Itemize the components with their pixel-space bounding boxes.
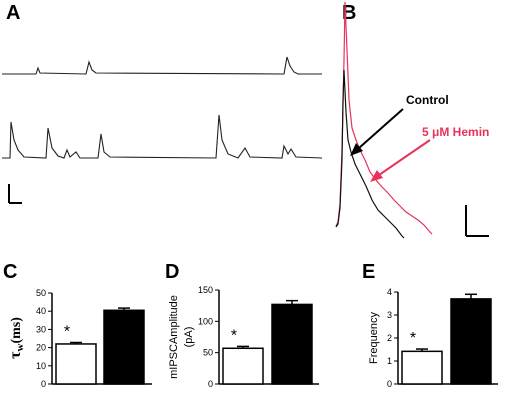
bar-d-1 — [222, 347, 264, 385]
y-tick-label-c: 50 — [36, 288, 46, 298]
ylabel-c: τw(ms) — [7, 317, 26, 359]
panel-label-a: A — [6, 2, 20, 24]
y-tick-label-e: 3 — [387, 310, 392, 320]
bar-e-2 — [450, 298, 492, 385]
y-tick-label-e: 2 — [387, 333, 392, 343]
significance-star-d: * — [231, 327, 237, 344]
arrow-control — [358, 108, 404, 149]
significance-star-c: * — [64, 324, 70, 341]
scale-bar-b — [465, 205, 489, 237]
trace-b-control — [335, 69, 405, 239]
bar-e-1 — [401, 350, 443, 385]
scale-bar-a — [8, 184, 22, 204]
bar-chart-e: 0 1 2 3 4 * — [387, 287, 498, 389]
y-tick-label-d: 100 — [198, 316, 213, 326]
trace-b-hemin — [335, 1, 433, 235]
bar-c-1 — [55, 343, 97, 385]
bar-c-2 — [103, 309, 145, 385]
y-tick-label-e: 0 — [387, 379, 392, 389]
arrow-control-head — [350, 143, 363, 156]
ylabel-e: Frequency — [368, 312, 380, 364]
y-tick-label-c: 20 — [36, 343, 46, 353]
panel-label-d: D — [165, 261, 179, 283]
y-tick-label-e: 4 — [387, 287, 392, 297]
y-tick-label-c: 10 — [36, 361, 46, 371]
panel-label-c: C — [3, 261, 17, 283]
significance-star-e: * — [410, 330, 416, 347]
label-hemin: 5 μM Hemin — [422, 125, 489, 139]
panel-label-e: E — [362, 261, 375, 283]
y-tick-label-c: 40 — [36, 306, 46, 316]
ylabel-d-line1: mIPSCAmplitude — [168, 295, 180, 379]
y-tick-label-c: 30 — [36, 324, 46, 334]
y-tick-label-c: 0 — [41, 379, 46, 389]
y-tick-label-d: 50 — [203, 348, 213, 358]
bar-chart-d: 0 50 100 150 * — [198, 285, 319, 389]
arrow-hemin — [378, 139, 431, 176]
bar-chart-c: 0 10 20 30 40 50 * — [36, 288, 152, 389]
trace-a-top — [2, 56, 322, 75]
label-control: Control — [406, 93, 449, 107]
y-tick-label-d: 0 — [208, 379, 213, 389]
ylabel-d-line2: (pA) — [183, 327, 195, 348]
y-tick-label-d: 150 — [198, 285, 213, 295]
trace-a-bottom — [2, 114, 323, 159]
bar-d-2 — [271, 303, 313, 385]
y-tick-label-e: 1 — [387, 356, 392, 366]
arrow-hemin-head — [370, 170, 383, 182]
